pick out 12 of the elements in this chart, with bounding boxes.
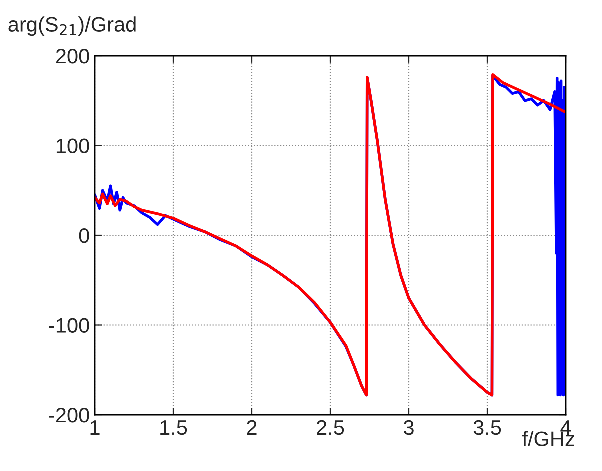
- x-tick-label: 3.5: [474, 420, 502, 436]
- y-tick-label: 0: [79, 228, 90, 244]
- y-axis-title: arg(S$_{21}$)/Grad: [8, 16, 136, 36]
- x-tick-label: 1.5: [160, 420, 188, 436]
- y-tick-label: -100: [49, 318, 90, 334]
- y-tick-label: -200: [49, 408, 90, 423]
- y-tick-label: 200: [56, 49, 90, 64]
- x-tick-label: 1: [90, 420, 100, 435]
- x-tick-label: 2: [247, 420, 257, 435]
- y-tick-label: 100: [56, 138, 90, 154]
- x-tick-label: 2.5: [317, 420, 344, 436]
- x-tick-label: 3: [404, 420, 414, 436]
